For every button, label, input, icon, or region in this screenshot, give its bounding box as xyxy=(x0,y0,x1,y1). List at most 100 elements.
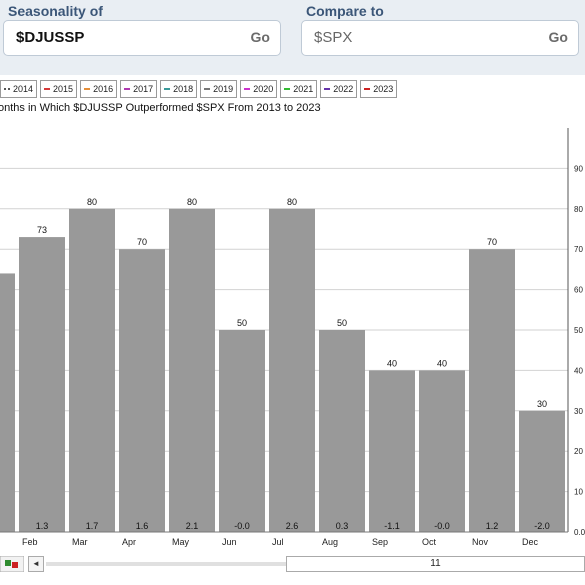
value-label: 80 xyxy=(187,197,197,207)
y-tick-label: 40 xyxy=(574,366,583,375)
legend-item-2019[interactable]: 2019 xyxy=(200,80,238,98)
year-legend: 2014 2015 2016 2017 2018 2019 2020 2021 2022 2023 xyxy=(0,80,400,98)
legend-label: 2019 xyxy=(213,84,234,94)
legend-item-2015[interactable]: 2015 xyxy=(40,80,78,98)
legend-label: 2020 xyxy=(253,84,274,94)
value-label: 50 xyxy=(337,318,347,328)
bar-oct xyxy=(419,370,465,532)
bar-nov xyxy=(469,249,515,532)
value-label: 73 xyxy=(37,225,47,235)
legend-label: 2023 xyxy=(373,84,394,94)
avg-label: -2.0 xyxy=(534,521,550,531)
bar-aug xyxy=(319,330,365,532)
y-tick-label: 80 xyxy=(574,205,583,214)
header-panel: Seasonality of $DJUSSP Go Compare to $SP… xyxy=(0,0,585,75)
bar-jul xyxy=(269,208,315,533)
scroll-track[interactable] xyxy=(46,562,286,566)
scroll-left-button[interactable]: ◄ xyxy=(28,556,44,572)
legend-swatch xyxy=(284,88,291,90)
avg-label: -0.0 xyxy=(234,521,250,531)
x-tick-label: Sep xyxy=(372,537,388,547)
value-label: 80 xyxy=(87,197,97,207)
avg-label: 0.3 xyxy=(336,521,349,531)
x-tick-label: Oct xyxy=(422,537,437,547)
y-tick-label: 90 xyxy=(574,164,583,173)
legend-label: 2018 xyxy=(173,84,194,94)
legend-label: 2014 xyxy=(13,84,34,94)
compare-input[interactable]: $SPX Go xyxy=(301,20,579,56)
x-tick-label: Nov xyxy=(472,537,489,547)
seasonality-input[interactable]: $DJUSSP Go xyxy=(3,20,281,56)
legend-item-2021[interactable]: 2021 xyxy=(280,80,318,98)
legend-label: 2015 xyxy=(53,84,74,94)
value-label: 40 xyxy=(387,358,397,368)
legend-swatch xyxy=(84,88,91,90)
legend-item-2014[interactable]: 2014 xyxy=(0,80,38,98)
bar-feb xyxy=(19,237,65,532)
x-tick-label: Jun xyxy=(222,537,237,547)
legend-swatch xyxy=(44,88,51,90)
value-label: 70 xyxy=(487,237,497,247)
y-tick-label: 50 xyxy=(574,326,583,335)
x-tick-label: May xyxy=(172,537,190,547)
y-tick-label: 0.0 xyxy=(574,528,585,537)
compare-label: Compare to xyxy=(306,3,384,19)
avg-label: 1.2 xyxy=(486,521,499,531)
x-tick-label: Apr xyxy=(122,537,136,547)
y-tick-label: 10 xyxy=(574,488,583,497)
value-label: 40 xyxy=(437,358,447,368)
seasonality-label: Seasonality of xyxy=(8,3,103,19)
legend-item-2022[interactable]: 2022 xyxy=(320,80,358,98)
bar-sep xyxy=(369,370,415,532)
legend-swatch xyxy=(4,88,10,90)
x-tick-label: Aug xyxy=(322,537,338,547)
bar-mar xyxy=(69,208,115,533)
x-tick-label: Dec xyxy=(522,537,539,547)
avg-label: 1.7 xyxy=(86,521,99,531)
y-tick-label: 60 xyxy=(574,286,583,295)
legend-item-2018[interactable]: 2018 xyxy=(160,80,198,98)
legend-label: 2017 xyxy=(133,84,154,94)
legend-label: 2016 xyxy=(93,84,114,94)
legend-swatch xyxy=(164,88,171,90)
legend-item-2017[interactable]: 2017 xyxy=(120,80,158,98)
legend-swatch xyxy=(364,88,371,90)
compare-go-button[interactable]: Go xyxy=(548,29,568,45)
y-tick-label: 30 xyxy=(574,407,583,416)
avg-label: 1.3 xyxy=(36,521,49,531)
avg-label: -0.0 xyxy=(434,521,450,531)
bar-apr xyxy=(119,249,165,532)
bar-jan xyxy=(0,273,15,532)
avg-label: 2.1 xyxy=(186,521,199,531)
value-label: 70 xyxy=(137,237,147,247)
legend-label: 2021 xyxy=(293,84,314,94)
legend-swatch xyxy=(244,88,251,90)
bar-jun xyxy=(219,330,265,532)
avg-label: 1.6 xyxy=(136,521,149,531)
avg-label: 2.6 xyxy=(286,521,299,531)
legend-swatch xyxy=(324,88,331,90)
x-tick-label: Jul xyxy=(272,537,284,547)
legend-item-2020[interactable]: 2020 xyxy=(240,80,278,98)
legend-swatch xyxy=(204,88,211,90)
scroll-position-label[interactable]: 11 xyxy=(286,556,585,572)
legend-label: 2022 xyxy=(333,84,354,94)
x-tick-label: Feb xyxy=(22,537,38,547)
seasonality-go-button[interactable]: Go xyxy=(250,29,270,45)
seasonality-input-value: $DJUSSP xyxy=(16,29,85,46)
compare-input-value: $SPX xyxy=(314,29,353,46)
legend-item-2016[interactable]: 2016 xyxy=(80,80,118,98)
legend-item-2023[interactable]: 2023 xyxy=(360,80,398,98)
avg-label: -1.1 xyxy=(384,521,400,531)
value-label: 30 xyxy=(537,399,547,409)
grip-icon[interactable] xyxy=(0,556,24,572)
value-label: 80 xyxy=(287,197,297,207)
y-tick-label: 20 xyxy=(574,447,583,456)
value-label: 50 xyxy=(237,318,247,328)
legend-swatch xyxy=(124,88,131,90)
y-tick-label: 70 xyxy=(574,245,583,254)
chart-scrollbar[interactable]: ◄ 11 xyxy=(0,554,585,574)
chart-title: onths in Which $DJUSSP Outperformed $SPX… xyxy=(0,102,321,114)
bar-may xyxy=(169,208,215,533)
